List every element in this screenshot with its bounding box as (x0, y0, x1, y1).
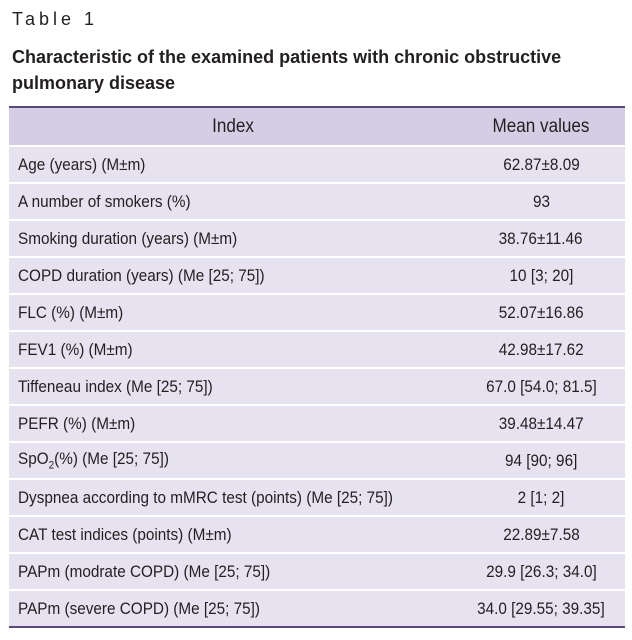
table-row: Age (years) (M±m) 62.87±8.09 (9, 146, 625, 184)
row-value-text: 34.0 [29.55; 39.35] (477, 598, 605, 618)
table-row: A number of smokers (%) 93 (9, 183, 625, 221)
table-row: Dyspnea according to mMRC test (points) … (9, 479, 625, 517)
row-index-text: Dyspnea according to mMRC test (points) … (18, 487, 394, 507)
table-caption: Characteristic of the examined patients … (12, 47, 562, 93)
table-row: PAPm (severe COPD) (Me [25; 75]) 34.0 [2… (9, 590, 625, 627)
row-index-cell: PAPm (severe COPD) (Me [25; 75]) (9, 590, 457, 627)
row-index-text: FLC (%) (M±m) (18, 302, 124, 322)
row-value-cell: 22.89±7.58 (457, 516, 625, 554)
row-index-cell: Tiffeneau index (Me [25; 75]) (9, 368, 457, 406)
table-row: FLC (%) (M±m) 52.07±16.86 (9, 294, 625, 332)
row-value-cell: 67.0 [54.0; 81.5] (457, 368, 625, 406)
table-row: SpO2(%) (Me [25; 75]) 94 [90; 96] (9, 442, 625, 480)
row-index-text: PAPm (severe COPD) (Me [25; 75]) (18, 598, 261, 618)
header-mean-values: Mean values (465, 107, 617, 147)
row-value-text: 39.48±14.47 (498, 413, 584, 433)
row-index-cell: COPD duration (years) (Me [25; 75]) (9, 257, 457, 295)
table-row: COPD duration (years) (Me [25; 75]) 10 [… (9, 257, 625, 295)
table-row: CAT test indices (points) (M±m) 22.89±7.… (9, 516, 625, 554)
row-value-text: 93 (532, 191, 550, 211)
row-index-text: Tiffeneau index (Me [25; 75]) (18, 376, 213, 396)
row-index-cell: Smoking duration (years) (M±m) (9, 220, 457, 258)
row-index-cell: Dyspnea according to mMRC test (points) … (9, 479, 457, 517)
row-index-text: CAT test indices (points) (M±m) (18, 524, 232, 544)
row-value-cell: 93 (457, 183, 625, 221)
patients-table: Index Mean values Age (years) (M±m) 62.8… (9, 106, 625, 628)
spo2-subscript: 2 (48, 459, 55, 472)
table-row: PAPm (modrate COPD) (Me [25; 75]) 29.9 [… (9, 553, 625, 591)
table-row: FEV1 (%) (M±m) 42.98±17.62 (9, 331, 625, 369)
row-index-cell: Age (years) (M±m) (9, 146, 457, 184)
row-value-text: 29.9 [26.3; 34.0] (485, 561, 597, 581)
row-value-cell: 39.48±14.47 (457, 405, 625, 443)
table-label: Table 1 (12, 9, 99, 29)
row-index-text: Age (years) (M±m) (18, 154, 146, 174)
header-index: Index (31, 107, 435, 147)
row-index-cell: PEFR (%) (M±m) (9, 405, 457, 443)
row-value-cell: 29.9 [26.3; 34.0] (457, 553, 625, 591)
table-row: PEFR (%) (M±m) 39.48±14.47 (9, 405, 625, 443)
row-index-text: SpO2(%) (Me [25; 75]) (18, 449, 169, 471)
row-index-cell: FLC (%) (M±m) (9, 294, 457, 332)
row-value-cell: 94 [90; 96] (457, 442, 625, 480)
row-value-text: 2 [1; 2] (517, 487, 565, 507)
row-index-text: COPD duration (years) (Me [25; 75]) (18, 265, 265, 285)
row-value-text: 62.87±8.09 (502, 154, 580, 174)
row-index-text: Smoking duration (years) (M±m) (18, 228, 238, 248)
row-index-text: PEFR (%) (M±m) (18, 413, 136, 433)
row-value-cell: 62.87±8.09 (457, 146, 625, 184)
row-value-cell: 10 [3; 20] (457, 257, 625, 295)
table-row: Smoking duration (years) (M±m) 38.76±11.… (9, 220, 625, 258)
row-value-text: 94 [90; 96] (504, 450, 578, 470)
row-value-text: 67.0 [54.0; 81.5] (485, 376, 597, 396)
row-index-text: FEV1 (%) (M±m) (18, 339, 133, 359)
row-index-text: A number of smokers (%) (18, 191, 191, 211)
row-value-text: 10 [3; 20] (509, 265, 573, 285)
row-value-cell: 2 [1; 2] (457, 479, 625, 517)
table-row: Tiffeneau index (Me [25; 75]) 67.0 [54.0… (9, 368, 625, 406)
row-index-cell: PAPm (modrate COPD) (Me [25; 75]) (9, 553, 457, 591)
row-value-text: 52.07±16.86 (498, 302, 584, 322)
row-value-text: 38.76±11.46 (499, 228, 583, 248)
spo2-suffix: (%) (Me [25; 75]) (54, 449, 169, 469)
row-value-cell: 38.76±11.46 (457, 220, 625, 258)
row-value-cell: 42.98±17.62 (457, 331, 625, 369)
row-index-text: PAPm (modrate COPD) (Me [25; 75]) (18, 561, 271, 581)
row-index-cell: SpO2(%) (Me [25; 75]) (9, 442, 457, 480)
row-index-cell: A number of smokers (%) (9, 183, 457, 221)
row-value-cell: 52.07±16.86 (457, 294, 625, 332)
row-index-cell: FEV1 (%) (M±m) (9, 331, 457, 369)
row-value-text: 42.98±17.62 (498, 339, 584, 359)
table-header-row: Index Mean values (9, 107, 625, 147)
row-value-text: 22.89±7.58 (502, 524, 580, 544)
spo2-prefix: SpO (18, 449, 49, 469)
row-value-cell: 34.0 [29.55; 39.35] (457, 590, 625, 627)
row-index-cell: CAT test indices (points) (M±m) (9, 516, 457, 554)
